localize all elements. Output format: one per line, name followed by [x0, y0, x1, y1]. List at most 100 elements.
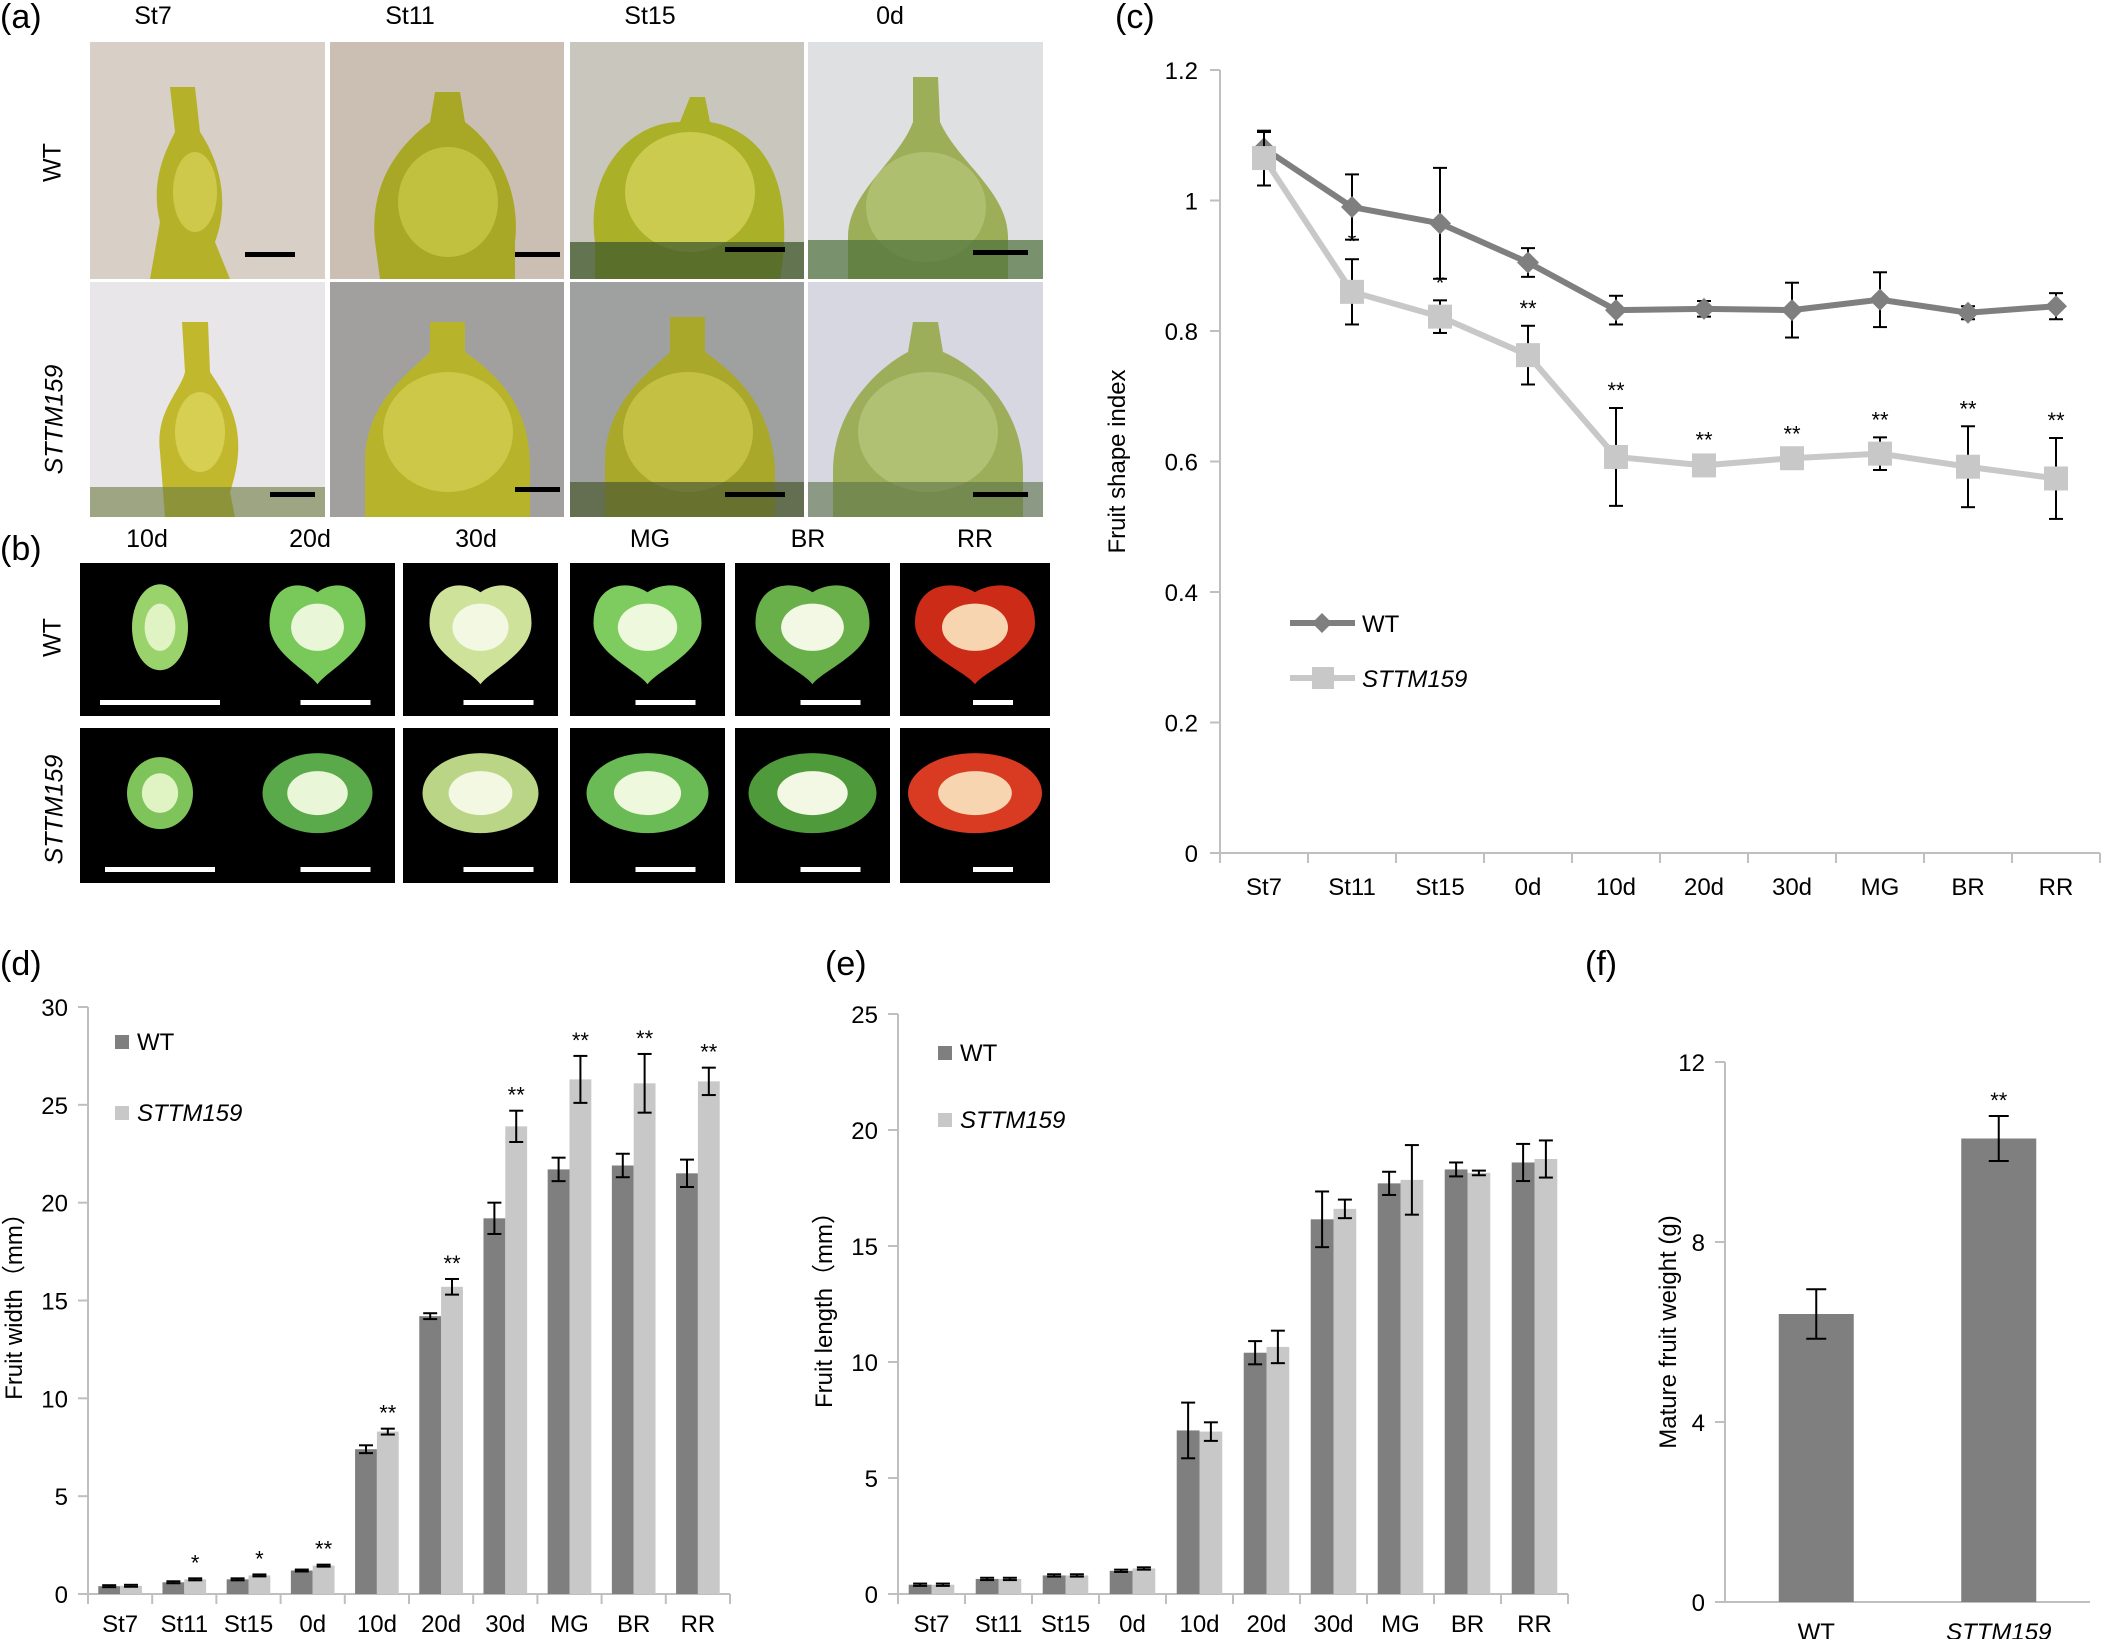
bar-wt	[290, 1570, 313, 1594]
x-tick-label: MG	[1861, 874, 1900, 901]
y-tick-label: 0.6	[1165, 450, 1198, 477]
bar-wt	[419, 1316, 442, 1594]
panel-e-label: (e)	[825, 945, 867, 983]
data-point-square	[1604, 444, 1628, 469]
significance-mark: **	[508, 1083, 526, 1108]
data-point-diamond	[1341, 196, 1363, 219]
legend-label: WT	[137, 1029, 175, 1056]
significance-mark: **	[1519, 296, 1537, 321]
bar-sttm159	[376, 1431, 399, 1594]
bar-sttm159	[441, 1286, 463, 1594]
fruit-section-icon	[593, 585, 702, 705]
y-tick-label: 5	[55, 1484, 68, 1511]
bar-sttm159	[1534, 1159, 1558, 1594]
x-tick-label: 30d	[1772, 874, 1812, 901]
bar-wt	[908, 1584, 932, 1594]
x-tick-label: 20d	[1684, 874, 1724, 901]
data-point-square	[1780, 446, 1804, 471]
data-point-diamond	[1957, 301, 1979, 324]
bar-sttm159	[505, 1126, 528, 1594]
photo-section-sttm159-4	[735, 728, 890, 883]
x-tick-label: 20d	[421, 1611, 461, 1638]
legend-swatch	[938, 1113, 952, 1127]
y-tick-label: 25	[851, 1002, 878, 1029]
x-tick-label: 30d	[485, 1611, 525, 1638]
fruit-section-icon	[915, 585, 1035, 705]
y-tick-label: 0	[55, 1582, 68, 1609]
data-point-diamond	[1605, 299, 1627, 322]
panel-a-row-sttm159: STTM159	[40, 364, 69, 475]
legend-label: STTM159	[137, 1100, 242, 1127]
photo-wt-st11	[330, 42, 564, 279]
photo-sttm-st15	[570, 282, 804, 517]
photo-section-wt-0	[80, 563, 240, 716]
fruit-bud-icon	[808, 322, 1043, 517]
bar-sttm159	[1266, 1346, 1290, 1594]
y-axis-label: Fruit length（mm）	[811, 1200, 838, 1408]
legend-label: STTM159	[960, 1107, 1065, 1134]
x-tick-label: St11	[975, 1611, 1023, 1638]
legend-label: WT	[1362, 611, 1400, 638]
photo-wt-0d	[808, 42, 1043, 279]
panel-b-col-rr: RR	[956, 525, 994, 553]
x-tick-label: RR	[2039, 874, 2074, 901]
x-tick-label: 0d	[299, 1611, 326, 1638]
x-tick-label: St15	[224, 1611, 273, 1638]
data-point-square	[1428, 304, 1452, 329]
significance-mark: **	[700, 1040, 718, 1065]
y-tick-label: 0	[1185, 841, 1198, 868]
bar-sttm159	[1467, 1172, 1491, 1594]
series-line-1	[1261, 156, 2057, 482]
significance-mark: **	[572, 1028, 590, 1053]
bar-wt	[226, 1579, 249, 1594]
panel-b-col-30d: 30d	[455, 525, 497, 553]
legend-swatch	[115, 1106, 129, 1120]
x-tick-label: St11	[161, 1611, 209, 1638]
data-point-diamond	[1869, 288, 1891, 311]
bar-wt	[611, 1165, 634, 1594]
y-tick-label: 12	[1678, 1050, 1705, 1077]
panel-a-col-0d: 0d	[876, 2, 904, 30]
chart-fruit-length: 0 5 10 15 20 25 St7 St11 St15 0d 10d 20d 30d MG BR RR Fr…	[811, 1002, 1569, 1638]
photo-section-wt-1	[240, 563, 395, 716]
photo-section-sttm159-5	[900, 728, 1050, 883]
y-tick-label: 5	[865, 1466, 878, 1493]
panel-b-col-20d: 20d	[289, 525, 331, 553]
bar-wt	[162, 1582, 185, 1594]
x-tick-label: St11	[1328, 874, 1376, 901]
fruit-section-icon	[908, 753, 1042, 872]
data-point-square	[2044, 466, 2068, 491]
x-tick-label: 30d	[1313, 1611, 1353, 1638]
panel-b-row-sttm159: STTM159	[40, 754, 69, 865]
fruit-section-icon	[105, 757, 215, 872]
y-tick-label: 15	[41, 1289, 68, 1316]
bar-weight	[1778, 1314, 1854, 1602]
x-tick-label: St7	[913, 1611, 949, 1638]
y-tick-label: 0	[1692, 1590, 1705, 1617]
photo-section-sttm159-1	[240, 728, 395, 883]
x-tick-label: St15	[1415, 874, 1464, 901]
panel-a-row-wt: WT	[38, 143, 67, 182]
x-tick-label: RR	[681, 1611, 716, 1638]
panel-a-label: (a)	[0, 0, 42, 36]
significance-mark: **	[1990, 1088, 2008, 1113]
y-tick-label: 15	[851, 1234, 878, 1261]
bar-sttm159	[184, 1579, 207, 1594]
y-tick-label: 30	[41, 995, 68, 1022]
legend-label: WT	[960, 1040, 998, 1067]
significance-mark: **	[379, 1401, 397, 1426]
photo-section-wt-2	[403, 563, 558, 716]
significance-mark: **	[315, 1537, 333, 1562]
data-point-diamond	[1781, 299, 1803, 322]
photo-section-wt-3	[570, 563, 725, 716]
y-tick-label: 0.2	[1165, 711, 1198, 738]
fruit-section-icon	[586, 753, 709, 872]
x-tick-label: 20d	[1246, 1611, 1286, 1638]
significance-mark: **	[1607, 378, 1625, 403]
fruit-section-icon	[755, 585, 870, 705]
bar-sttm159	[248, 1575, 271, 1594]
photo-sttm-st7	[90, 282, 325, 517]
significance-mark: **	[1959, 396, 1977, 421]
y-tick-label: 25	[41, 1093, 68, 1120]
x-tick-label: 0d	[1119, 1611, 1146, 1638]
